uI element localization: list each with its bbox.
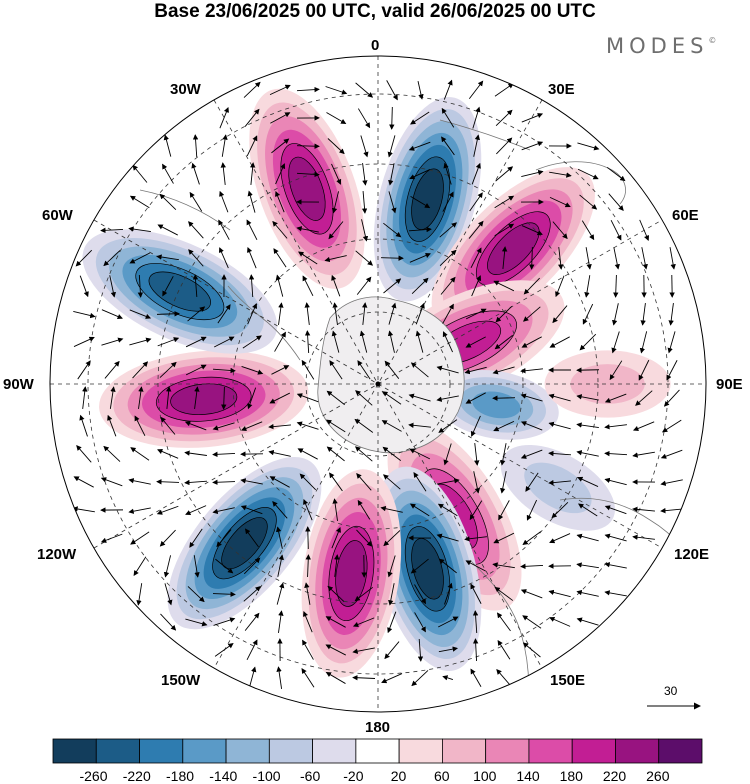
colorbar-tick-label: 260 xyxy=(646,768,669,784)
colorbar-swatch xyxy=(53,739,96,763)
lon-label-120e: 120E xyxy=(674,546,709,564)
wind-vector xyxy=(308,527,309,549)
wind-vector xyxy=(493,398,515,399)
colorbar-tick-label: -100 xyxy=(253,768,281,784)
lon-label-180: 180 xyxy=(365,719,390,737)
wind-vector xyxy=(577,370,599,371)
colorbar-swatch xyxy=(96,739,139,763)
lon-label-90e: 90E xyxy=(716,376,743,394)
lon-label-90w: 90W xyxy=(3,376,34,394)
colorbar-tick-label: -260 xyxy=(79,768,107,784)
colorbar-tick-label: -220 xyxy=(123,768,151,784)
colorbar-swatch xyxy=(615,739,658,763)
colorbar-tick-label: 20 xyxy=(391,768,407,784)
colorbar-swatch xyxy=(313,739,356,763)
colorbar-tick-label: -20 xyxy=(343,768,363,784)
colorbar-swatch xyxy=(659,739,702,763)
colorbar-swatch xyxy=(269,739,312,763)
colorbar-swatch xyxy=(486,739,529,763)
colorbar-swatch xyxy=(529,739,572,763)
wind-scale-value: 30 xyxy=(664,684,677,698)
lon-label-30e: 30E xyxy=(548,81,575,99)
lon-label-30w: 30W xyxy=(170,81,201,99)
lon-label-150e: 150E xyxy=(550,672,585,690)
colorbar-tick-label: 60 xyxy=(434,768,450,784)
lon-label-60e: 60E xyxy=(672,207,699,225)
colorbar-tick-label: -140 xyxy=(209,768,237,784)
lon-label-150w: 150W xyxy=(161,672,200,690)
colorbar-tick-label: -60 xyxy=(300,768,320,784)
wind-vector xyxy=(381,258,403,259)
colorbar xyxy=(53,739,702,763)
colorbar-tick-label: 100 xyxy=(473,768,496,784)
colorbar-tick-label: 180 xyxy=(560,768,583,784)
colorbar-tick-label: 140 xyxy=(516,768,539,784)
lon-label-120w: 120W xyxy=(37,546,76,564)
colorbar-tick-label: 220 xyxy=(603,768,626,784)
colorbar-swatch xyxy=(572,739,615,763)
colorbar-swatch xyxy=(140,739,183,763)
lon-label-0: 0 xyxy=(371,37,379,55)
colorbar-tick-label: -180 xyxy=(166,768,194,784)
south-pole-marker xyxy=(376,382,381,387)
colorbar-swatch xyxy=(183,739,226,763)
lon-label-60w: 60W xyxy=(42,207,73,225)
colorbar-swatch xyxy=(399,739,442,763)
wind-vector xyxy=(297,146,319,147)
colorbar-swatch xyxy=(226,739,269,763)
colorbar-swatch xyxy=(356,739,399,763)
colorbar-swatch xyxy=(442,739,485,763)
